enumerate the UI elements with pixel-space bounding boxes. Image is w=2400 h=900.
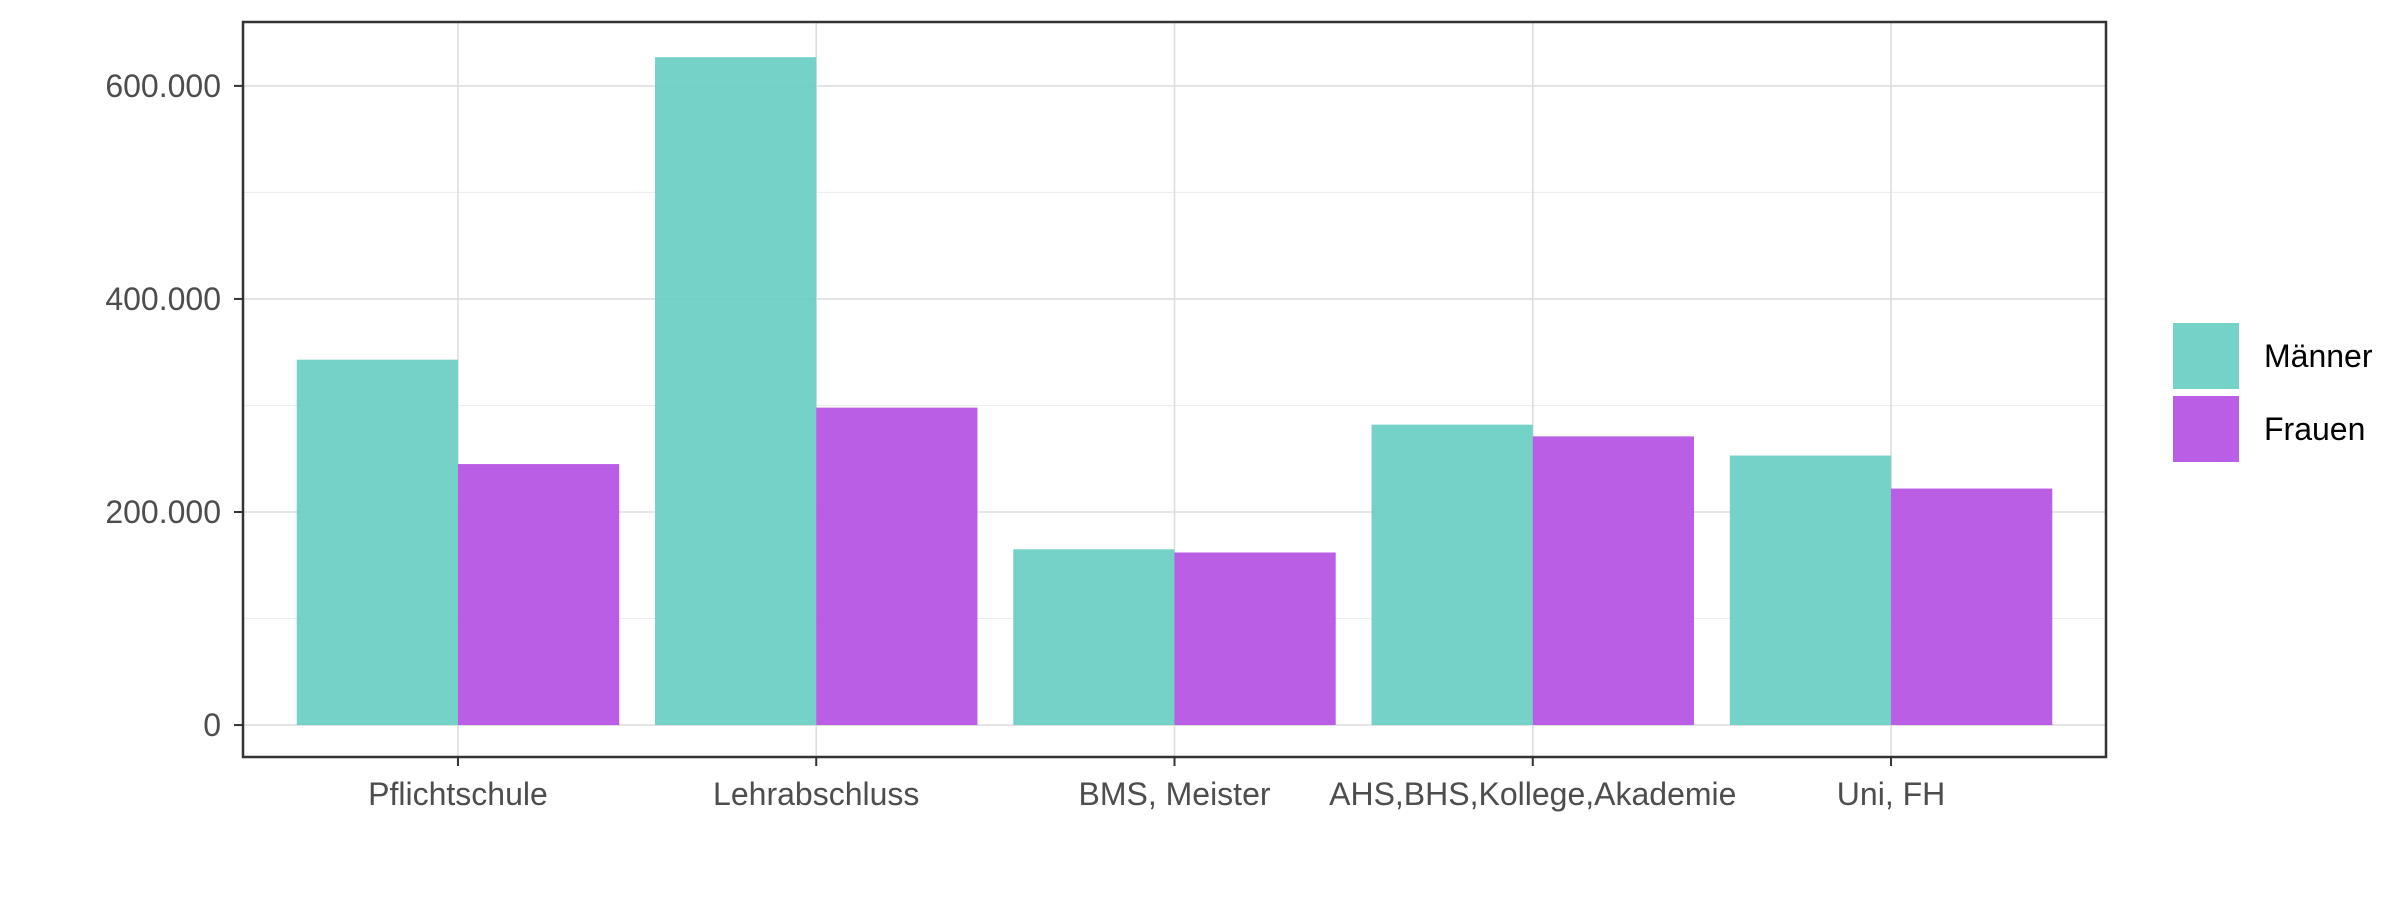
x-tick-label: Uni, FH xyxy=(1837,776,1945,812)
x-tick-label: Pflichtschule xyxy=(368,776,548,812)
legend-label-frauen: Frauen xyxy=(2264,411,2365,447)
bar-frauen-1 xyxy=(816,407,978,726)
bar-maenner-1 xyxy=(655,57,817,726)
legend-key-maenner xyxy=(2173,323,2239,389)
bar-maenner-0 xyxy=(296,359,458,726)
x-tick-label: Lehrabschluss xyxy=(713,776,919,812)
bar-frauen-3 xyxy=(1532,436,1694,726)
x-tick-label: BMS, Meister xyxy=(1078,776,1270,812)
bar-maenner-4 xyxy=(1729,455,1892,726)
bar-frauen-4 xyxy=(1891,488,2053,726)
y-axis: 0 200.000 400.000 600.000 xyxy=(105,68,243,743)
bars xyxy=(296,57,2053,726)
legend-label-maenner: Männer xyxy=(2264,338,2373,374)
bar-maenner-3 xyxy=(1371,424,1533,726)
legend-key-frauen xyxy=(2173,396,2239,462)
y-tick-label: 200.000 xyxy=(105,494,221,530)
x-axis: Pflichtschule Lehrabschluss BMS, Meister AH… xyxy=(368,757,1945,812)
y-tick-label: 400.000 xyxy=(105,281,221,317)
y-tick-label: 0 xyxy=(203,707,221,743)
bar-maenner-2 xyxy=(1013,549,1175,726)
y-tick-label: 600.000 xyxy=(105,68,221,104)
bar-frauen-0 xyxy=(457,464,620,726)
x-tick-label: AHS,BHS,Kollege,Akademie xyxy=(1329,776,1736,812)
legend: Männer Frauen xyxy=(2173,323,2373,462)
bar-frauen-2 xyxy=(1174,552,1336,726)
